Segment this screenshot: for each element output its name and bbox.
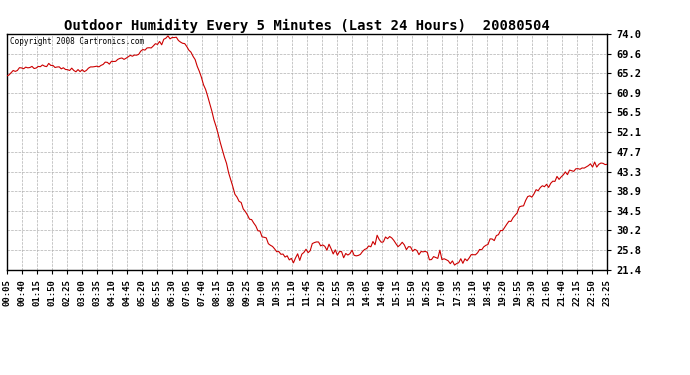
Text: Copyright 2008 Cartronics.com: Copyright 2008 Cartronics.com bbox=[10, 37, 144, 46]
Title: Outdoor Humidity Every 5 Minutes (Last 24 Hours)  20080504: Outdoor Humidity Every 5 Minutes (Last 2… bbox=[64, 18, 550, 33]
